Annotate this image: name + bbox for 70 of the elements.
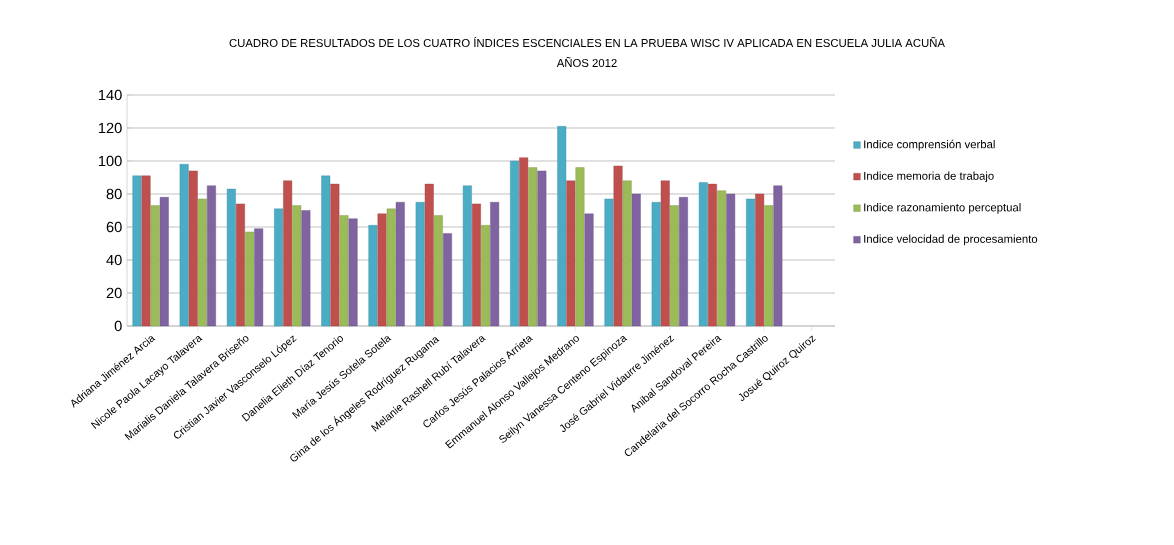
bar: [679, 197, 688, 327]
bar: [141, 175, 151, 327]
bar: [566, 180, 576, 327]
bar: [660, 180, 670, 327]
bar: [188, 170, 198, 327]
bar: [348, 218, 358, 327]
bar: [301, 210, 311, 327]
bar: [584, 213, 594, 327]
legend-label: Indice razonamiento perceptual: [864, 203, 1021, 214]
chart-title: CUADRO DE RESULTADOS DE LOS CUATRO ÍNDICES ESCENCIALES EN LA PRUEBA WISC IV APLICADA EN ESCUELA JULIA ACUÑA: [229, 36, 945, 48]
bar: [717, 190, 727, 327]
bar: [651, 202, 661, 327]
bar: [274, 208, 283, 327]
bar: [755, 193, 765, 327]
bar: [490, 202, 500, 327]
y-tick-label: 100: [98, 155, 122, 167]
bar: [415, 202, 425, 327]
bar: [708, 183, 717, 327]
y-tick-label: 20: [106, 287, 122, 299]
bar: [773, 185, 783, 327]
bar: [377, 213, 387, 327]
bar: [236, 203, 245, 327]
y-tick-label: 60: [106, 221, 122, 233]
bar: [159, 197, 169, 327]
bar: [443, 233, 452, 327]
legend-label: Indice memoria de trabajo: [864, 171, 994, 183]
bar: [764, 205, 774, 327]
bar: [433, 215, 443, 327]
legend-label: Indice comprensión verbal: [864, 139, 995, 151]
bar: [254, 228, 264, 327]
bar: [424, 183, 434, 327]
bar: [321, 175, 331, 327]
bar: [669, 205, 679, 327]
bar: [283, 180, 293, 327]
bar: [575, 167, 585, 327]
y-tick-label: 80: [106, 188, 122, 200]
legend-label: Indice velocidad de procesamiento: [864, 234, 1038, 246]
bar: [510, 160, 519, 327]
bar: [207, 185, 216, 327]
bar: [395, 202, 405, 327]
bar: [537, 170, 547, 327]
y-tick-label: 40: [106, 254, 122, 266]
bar: [339, 215, 349, 327]
y-tick-label: 0: [114, 320, 122, 332]
bar: [726, 193, 736, 327]
bar: [330, 183, 340, 327]
bar: [472, 203, 481, 327]
bar: [292, 205, 302, 327]
bar: [226, 188, 236, 327]
bar: [179, 164, 189, 327]
bar: [622, 180, 632, 327]
bar: [368, 225, 378, 327]
bar: [746, 198, 755, 327]
y-tick-label: 140: [98, 89, 122, 101]
bar: [462, 185, 472, 327]
bar: [613, 165, 623, 327]
bar: [132, 175, 142, 327]
bar: [698, 182, 708, 327]
bar: [150, 205, 160, 327]
bar: [528, 167, 538, 327]
bar: [245, 231, 255, 327]
bar: [631, 193, 641, 327]
chart-subtitle: AÑOS 2012: [556, 56, 617, 68]
bar: [519, 157, 529, 327]
bar: [604, 198, 614, 327]
bar: [386, 208, 396, 327]
y-tick-label: 120: [98, 122, 122, 134]
bar: [557, 126, 567, 327]
bar: [197, 198, 207, 327]
bar: [481, 225, 491, 327]
